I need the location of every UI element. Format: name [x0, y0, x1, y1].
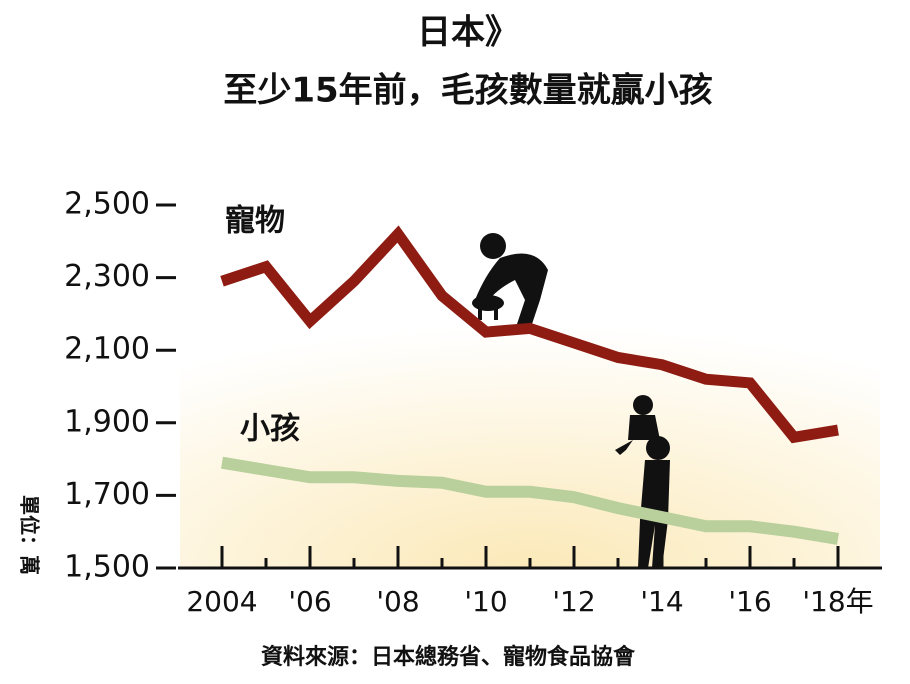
x-tick-label: '08 [376, 585, 419, 618]
y-tick-label: 2,100 [64, 332, 150, 367]
x-tick-label: '18年 [802, 585, 873, 618]
x-tick-label: 2004 [186, 585, 257, 618]
y-tick-label: 1,500 [64, 550, 150, 585]
series-label: 寵物 [225, 204, 285, 239]
y-axis-label: 單位：萬 [18, 495, 42, 575]
y-tick-label: 2,500 [64, 187, 150, 222]
x-tick-label: '16 [728, 585, 771, 618]
source-note: 資料來源：日本總務省、寵物食品協會 [261, 644, 636, 670]
x-tick-label: '14 [640, 585, 683, 618]
y-tick-label: 1,700 [64, 477, 150, 512]
x-tick-label: '10 [464, 585, 507, 618]
chart: 日本》 至少15年前，毛孩數量就贏小孩 單位：萬 資料來源：日本總務省、寵物食品… [0, 0, 910, 680]
y-tick-label: 2,300 [64, 259, 150, 294]
chart-subtitle: 至少15年前，毛孩數量就贏小孩 [223, 71, 712, 111]
chart-title: 日本》 [417, 13, 519, 53]
x-tick-label: '12 [552, 585, 595, 618]
x-tick-label: '06 [288, 585, 331, 618]
series-label: 小孩 [240, 412, 300, 447]
y-tick-label: 1,900 [64, 404, 150, 439]
